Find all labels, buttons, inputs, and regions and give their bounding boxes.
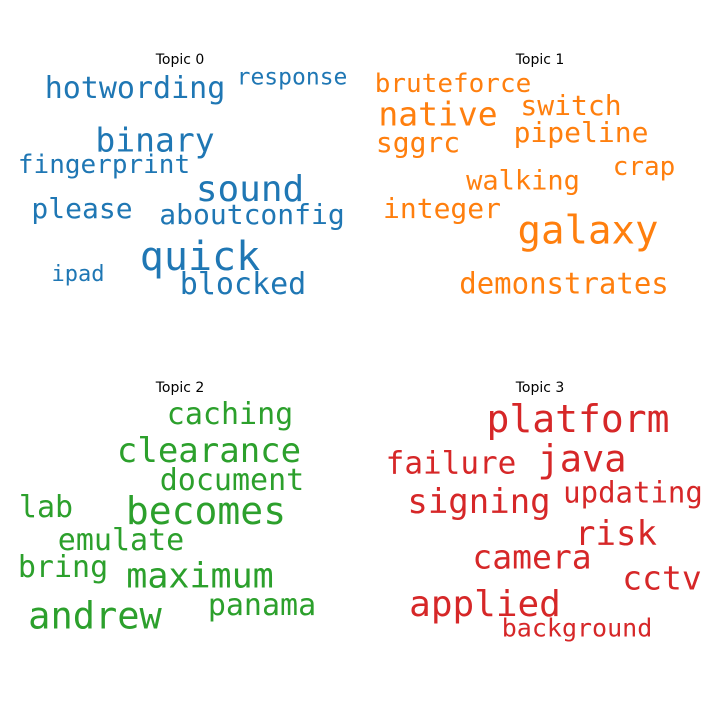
word-cloud-word: risk <box>575 514 657 554</box>
word-cloud-word: switch <box>520 89 622 122</box>
word-cloud-word: galaxy <box>517 208 659 254</box>
word-cloud-word: walking <box>466 165 580 197</box>
topic-panel: Topic 3 <box>360 328 720 688</box>
topic-panel: Topic 0 <box>0 0 360 360</box>
word-cloud-word: background <box>501 613 653 643</box>
topic-title: Topic 0 <box>155 52 205 68</box>
topic-panel: Topic 1 <box>360 0 720 360</box>
word-cloud-word: camera <box>472 537 592 577</box>
word-cloud-word: hotwording <box>44 71 226 106</box>
word-cloud-word: updating <box>563 475 703 510</box>
word-cloud-word: andrew <box>28 594 162 638</box>
word-cloud-word: demonstrates <box>459 266 669 301</box>
word-cloud-word: bruteforce <box>374 69 532 99</box>
word-cloud-word: crap <box>612 152 676 182</box>
word-cloud-word: sound <box>195 169 305 210</box>
word-cloud-word: signing <box>407 482 551 522</box>
word-cloud-word: native <box>378 94 498 134</box>
word-cloud-word: integer <box>382 192 502 225</box>
topic-title: Topic 1 <box>515 52 565 68</box>
word-cloud-word: becomes <box>125 489 287 533</box>
word-cloud-word: please <box>31 192 133 225</box>
word-cloud-word: clearance <box>116 431 302 471</box>
word-cloud-word: maximum <box>126 556 274 597</box>
word-cloud-word: emulate <box>57 523 185 558</box>
word-cloud-word: pipeline <box>513 116 649 149</box>
word-cloud-word: sggrc <box>375 126 461 159</box>
word-cloud-word: ipad <box>51 262 105 287</box>
word-cloud-word: platform <box>486 397 670 441</box>
word-cloud-word: fingerprint <box>17 150 191 180</box>
word-cloud-word: quick <box>139 234 261 280</box>
word-cloud-word: cctv <box>622 558 702 598</box>
word-cloud-word: lab <box>18 490 74 525</box>
word-cloud-word: response <box>236 64 348 91</box>
word-cloud-word: java <box>537 437 627 481</box>
topic-title: Topic 3 <box>515 380 565 396</box>
word-cloud-word: caching <box>166 397 294 432</box>
topic-panel: Topic 2 <box>0 328 360 688</box>
word-cloud-word: applied <box>409 584 561 625</box>
topic-title: Topic 2 <box>155 380 205 396</box>
word-cloud-word: blocked <box>179 267 307 302</box>
word-cloud-word: aboutconfig <box>159 198 345 231</box>
word-cloud-word: bring <box>17 550 109 585</box>
word-cloud-word: panama <box>207 588 317 623</box>
word-cloud-word: binary <box>95 120 215 160</box>
word-cloud-word: document <box>159 463 305 498</box>
word-cloud-word: failure <box>385 445 517 482</box>
